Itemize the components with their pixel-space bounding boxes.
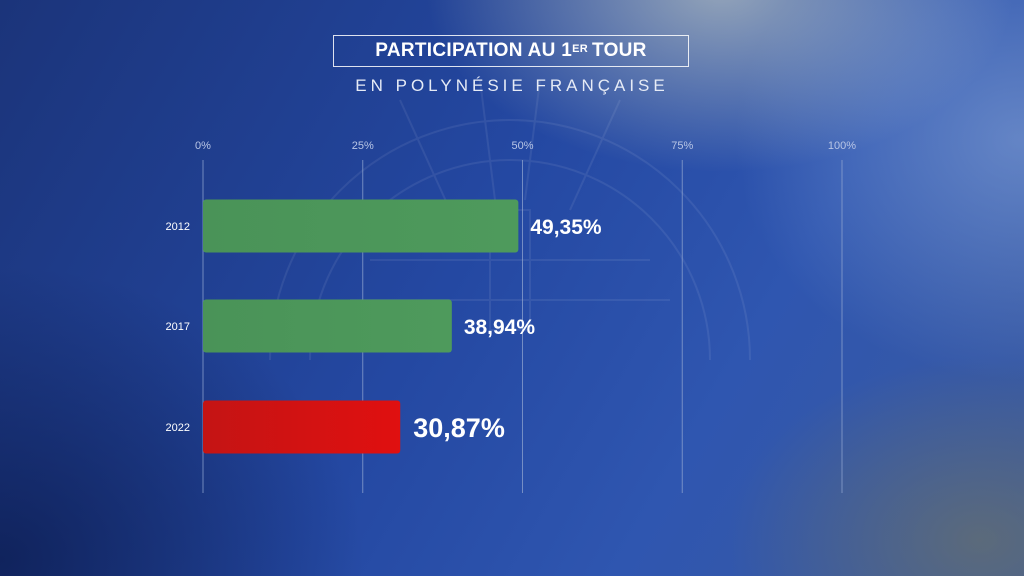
- x-tick-label: 100%: [828, 140, 856, 152]
- chart-title-end: TOUR: [592, 40, 647, 61]
- bar: [203, 299, 452, 353]
- x-tick-label: 25%: [352, 140, 374, 152]
- x-tick-label: 50%: [511, 140, 533, 152]
- chart-title-main: PARTICIPATION AU 1: [375, 40, 573, 61]
- bar: [203, 400, 401, 454]
- category-label: 2017: [166, 321, 190, 333]
- x-tick-label: 0%: [195, 140, 211, 152]
- category-label: 2022: [166, 422, 190, 434]
- category-label: 2012: [166, 221, 190, 233]
- emblem-watermark: [269, 79, 751, 360]
- chart-subtitle: EN POLYNÉSIE FRANÇAISE: [355, 76, 669, 95]
- data-label: 49,35%: [530, 216, 602, 239]
- data-label: 30,87%: [413, 413, 505, 443]
- chart-title: PARTICIPATION AU 1 ER TOUR: [333, 35, 689, 67]
- chart-title-superscript: ER: [572, 43, 588, 55]
- bar: [203, 199, 519, 253]
- x-tick-label: 75%: [671, 140, 693, 152]
- data-label: 38,94%: [464, 316, 536, 339]
